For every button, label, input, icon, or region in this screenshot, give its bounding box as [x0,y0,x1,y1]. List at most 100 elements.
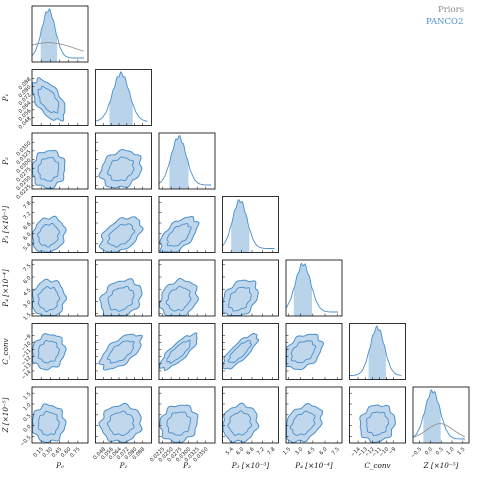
panel-frame-3-1 [95,196,152,253]
marginal-curve-2 [158,134,211,186]
legend-priors: Priors [438,5,465,15]
tick-label-y-4-0: 1.5 [22,312,32,322]
contour-1sigma-2-0 [37,157,60,182]
contour-1sigma-5-4 [290,340,317,364]
panel-frame-4-2 [158,259,216,317]
contour-1sigma-6-2 [166,411,192,436]
panel-5-2 [158,323,216,380]
contour-2sigma-6-0 [32,403,67,444]
marginal-shade-1 [109,71,133,126]
panel-6-5: −14−13−12−11−10−9 [349,386,406,458]
panel-frame-4-0 [31,259,89,317]
panel-frame-5-4 [285,323,343,380]
xlabel-1: P₁ [119,461,128,470]
tick-label-y-3-3: 7.2 [22,211,32,221]
tick-label-x-3-0: 5.4 [225,446,236,457]
contour-1sigma-6-5 [365,411,389,437]
panel-frame-5-1 [95,323,152,380]
ylabel-3: P₃ [×10⁻³] [1,206,10,245]
tick-label-y-3-4: 7.8 [22,200,32,210]
panel-4-4 [285,259,343,317]
ylabel-4: P₄ [×10⁻⁴] [1,269,10,308]
tick-label-x-6-2: 0.5 [435,446,445,456]
marginal-curve-5 [349,325,402,376]
tick-label-y-6-0: −0.5 [19,435,32,448]
tick-label-x-4-1: 3.0 [294,446,304,456]
panel-frame-3-3 [222,196,279,253]
panel-6-4: 1.5 3.0 4.5 6.0 7.5 [282,386,343,457]
xlabel-2: P₂ [182,461,191,470]
tick-label-x-6-3: 1.0 [446,446,456,456]
ylabel-1: P₁ [1,94,10,103]
panel-1-1 [95,69,152,126]
contour-1sigma-3-2 [166,223,192,247]
panel-frame-2-2 [158,132,216,190]
contour-2sigma-5-2 [159,332,198,372]
panel-6-3: 5.4 6.0 6.6 7.2 7.8 [222,386,279,457]
panel-5-4 [285,323,343,380]
tick-label-x-3-3: 7.2 [256,446,266,456]
panel-frame-3-2 [158,196,216,253]
marginal-shade-6 [423,389,441,443]
contour-1sigma-6-0 [37,410,60,436]
contour-2sigma-5-0 [32,333,67,371]
marginal-shade-0 [40,8,58,62]
panel-frame-1-0 [31,69,89,126]
tick-label-y-3-2: 6.6 [22,221,32,231]
tick-label-x-6-0: −0.5 [410,446,423,459]
marginal-shade-2 [169,135,189,189]
contour-2sigma-6-2 [159,404,199,444]
panel-5-5 [349,323,406,380]
panel-2-2 [158,132,216,190]
tick-label-y-5-1: −13 [20,362,32,374]
contour-1sigma-4-2 [165,285,192,312]
contour-1sigma-3-1 [107,223,136,248]
tick-label-x-3-1: 6.0 [235,446,245,456]
tick-label-x-5-2: −12 [364,446,376,458]
panel-4-0: 1.5 3.0 4.5 6.0 7.5 [22,259,89,322]
contour-1sigma-5-0 [37,340,60,364]
contour-1sigma-4-1 [107,285,135,312]
panel-4-3 [222,259,279,317]
tick-label-x-5-5: −9 [388,446,398,456]
marginal-curve-1 [95,71,148,122]
panel-frame-0-0 [31,5,89,63]
panel-5-0: −14−13−12−11−10−9 [20,323,89,381]
xlabel-6: Z [×10⁻⁵] [423,461,459,470]
contour-2sigma-1-0 [32,77,66,122]
ylabel-2: P₂ [1,157,10,166]
panel-frame-5-2 [158,323,216,380]
contour-2sigma-4-0 [32,278,68,316]
prior-curve-0 [31,42,85,52]
contour-1sigma-1-0 [37,85,60,114]
contour-1sigma-6-3 [227,410,253,436]
legend-panco2: PANCO2 [426,17,464,27]
panel-frame-4-4 [285,259,343,317]
contour-2sigma-6-5 [359,404,396,443]
panel-3-3 [222,196,279,253]
panel-4-1 [95,259,152,317]
tick-label-y-5-5: −9 [23,334,33,344]
contour-2sigma-6-3 [222,402,260,444]
tick-label-x-3-2: 6.6 [246,446,256,456]
tick-label-x-5-1: −13 [357,446,369,458]
panel-frame-1-1 [95,69,152,126]
tick-label-y-5-4: −10 [20,341,32,353]
panel-3-0: 5.46.06.67.27.8 [22,196,89,253]
prior-curve-6 [412,423,466,438]
contour-1sigma-4-0 [37,286,61,313]
marginal-shade-5 [368,326,386,380]
tick-label-x-3-4: 7.8 [266,446,276,456]
ylabel-5: C_conv [1,338,10,364]
tick-label-x-4-0: 1.5 [282,446,292,456]
panel-6-6: −0.5 0.0 0.5 1.0 1.5 [410,386,470,460]
contour-1sigma-5-3 [227,339,252,363]
tick-label-x-6-4: 1.5 [456,446,466,456]
marginal-shade-3 [231,199,250,253]
contour-2sigma-4-1 [99,278,143,316]
